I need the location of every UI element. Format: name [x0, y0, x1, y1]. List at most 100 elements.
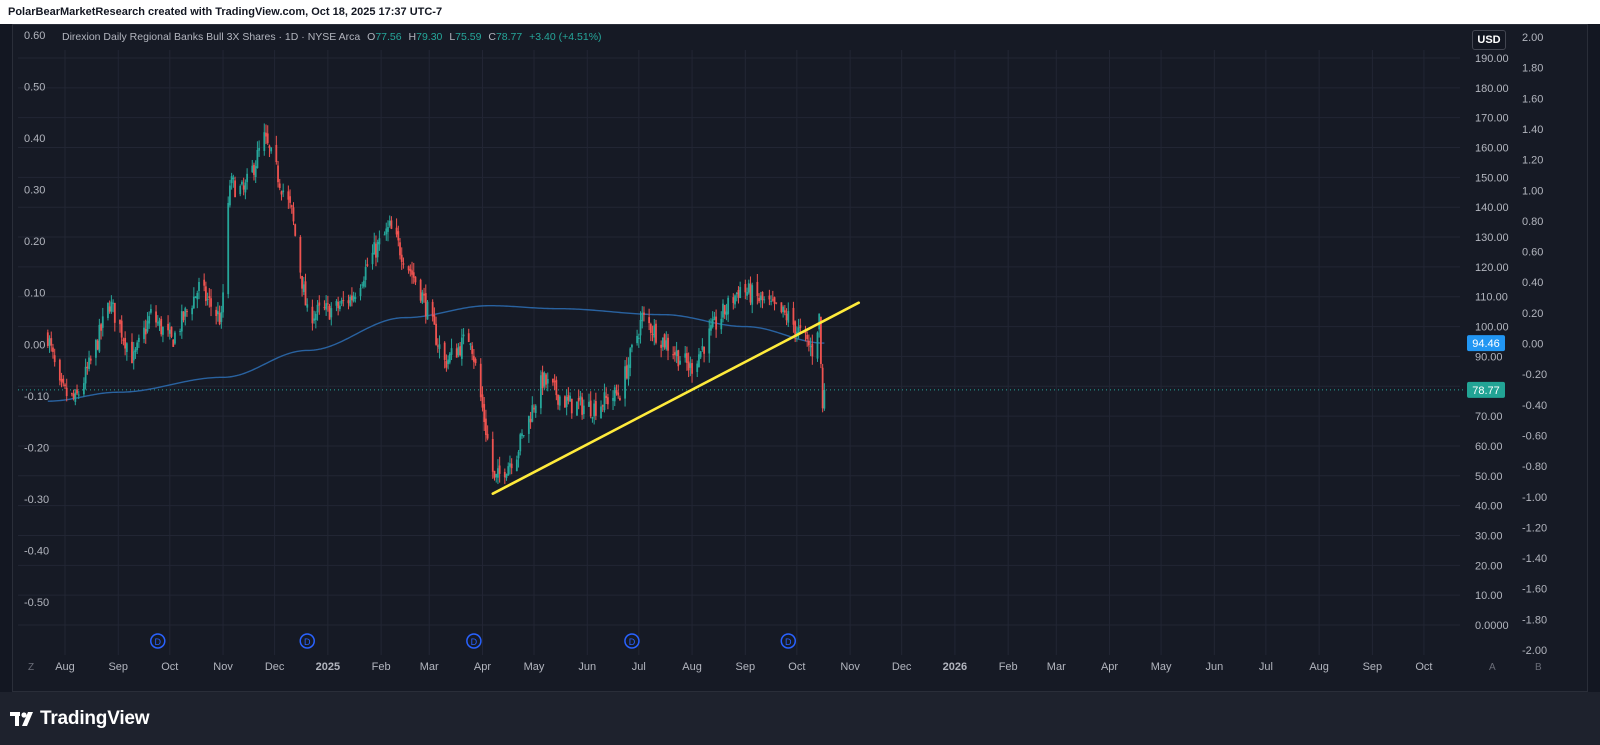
- candle-body: [591, 417, 594, 419]
- candle-body: [613, 387, 616, 402]
- candle-body: [124, 337, 127, 349]
- candle-body: [208, 296, 211, 299]
- candle-body: [256, 149, 259, 169]
- dividend-marker: [150, 633, 166, 649]
- time-axis-tick: Oct: [788, 661, 805, 673]
- price-axis-tick: 60.00: [1475, 441, 1503, 453]
- dividend-marker-label: D: [155, 637, 162, 647]
- candle-body: [435, 323, 437, 345]
- candle-body: [661, 337, 664, 347]
- price-axis-tick: 10.00: [1475, 590, 1503, 602]
- tradingview-logo[interactable]: TradingView: [10, 708, 150, 730]
- candle-body: [287, 191, 290, 200]
- candle-body: [338, 305, 341, 310]
- candle-body: [280, 191, 283, 195]
- candle-body: [545, 374, 547, 385]
- candle-body: [522, 435, 525, 437]
- candle-body: [498, 465, 501, 474]
- candle-body: [301, 275, 303, 289]
- candle-body: [278, 183, 281, 189]
- time-axis-tick: Jul: [632, 661, 646, 673]
- currency-button[interactable]: USD: [1472, 30, 1506, 50]
- candle-body: [167, 323, 169, 331]
- candle-body: [799, 325, 802, 328]
- candle-body: [378, 238, 381, 245]
- trendline: [491, 301, 861, 495]
- candle-body: [472, 355, 475, 362]
- price-chart[interactable]: 0.60 0.50 0.40 0.30 0.20 0.10 0.00 -0.10 -0.20 -0…: [0, 0, 1600, 692]
- candle-body: [820, 316, 822, 364]
- candle-body: [756, 281, 759, 297]
- price-axis-tick: 0.0000: [1475, 620, 1509, 632]
- candle-body: [806, 334, 809, 340]
- candle-body: [723, 305, 726, 315]
- candle-body: [206, 299, 209, 301]
- candle-body: [541, 372, 544, 389]
- candle-body: [160, 318, 163, 335]
- candle-body: [763, 299, 766, 301]
- low-label: L: [449, 31, 456, 43]
- candle-body: [361, 284, 364, 286]
- time-axis-tick: 2025: [316, 661, 340, 673]
- candle-body: [553, 381, 556, 383]
- candle-body: [485, 418, 487, 435]
- candle-body: [230, 176, 233, 184]
- candle-body: [246, 173, 249, 183]
- right-axis-tick: -0.80: [1522, 461, 1547, 473]
- candle-body: [629, 348, 632, 369]
- candle-body: [290, 205, 293, 207]
- candle-body: [318, 302, 321, 306]
- symbol-legend[interactable]: Direxion Daily Regional Banks Bull 3X Sh…: [62, 31, 602, 43]
- candle-body: [60, 379, 63, 382]
- candle-body: [594, 401, 597, 416]
- right-axis-tick: -1.60: [1522, 584, 1547, 596]
- candle-body: [582, 405, 585, 415]
- candle-body: [686, 353, 688, 363]
- time-axis-tick: Jul: [1259, 661, 1273, 673]
- candle-body: [132, 351, 135, 361]
- candle-body: [64, 384, 66, 387]
- last-price-text: 78.77: [1472, 385, 1500, 397]
- candle-body: [448, 353, 451, 363]
- candle-body: [631, 344, 633, 348]
- right-axis-tick: -0.60: [1522, 430, 1547, 442]
- candle-body: [648, 317, 651, 324]
- price-axis-tick: 180.00: [1475, 83, 1509, 95]
- candle-body: [689, 363, 692, 368]
- candle-body: [388, 220, 391, 226]
- candle-body: [570, 398, 573, 414]
- candle-body: [376, 242, 379, 258]
- candle-body: [663, 334, 666, 348]
- candle-body: [354, 297, 357, 299]
- candle-body: [186, 311, 188, 313]
- candle-body: [433, 314, 436, 325]
- candle-body: [366, 264, 369, 266]
- close-value: 78.77: [495, 31, 523, 43]
- candle-body: [95, 339, 97, 358]
- candle-body: [811, 343, 814, 357]
- candle-body: [773, 297, 776, 304]
- candle-body: [782, 306, 785, 312]
- candle-body: [182, 311, 185, 321]
- candle-body: [576, 401, 578, 416]
- left-axis-tick: -0.20: [24, 442, 49, 454]
- candle-body: [569, 395, 571, 402]
- right-axis-tick: 0.40: [1522, 277, 1543, 289]
- candle-body: [101, 316, 104, 328]
- candle-body: [807, 340, 810, 346]
- candle-body: [443, 342, 446, 360]
- scale-a-toggle: A: [1489, 662, 1496, 673]
- candle-body: [313, 318, 316, 321]
- high-value: 79.30: [416, 31, 443, 43]
- candle-body: [455, 348, 458, 358]
- price-axis-tick: 110.00: [1475, 292, 1508, 304]
- candle-body: [397, 231, 400, 241]
- candle-body: [323, 307, 326, 309]
- candle-body: [768, 295, 771, 300]
- candle-body: [77, 394, 80, 396]
- candle-body: [191, 308, 194, 315]
- candle-body: [588, 401, 590, 407]
- time-axis-tick: Jun: [578, 661, 596, 673]
- dividend-marker: [624, 633, 640, 649]
- left-axis-tick: 0.00: [24, 339, 45, 351]
